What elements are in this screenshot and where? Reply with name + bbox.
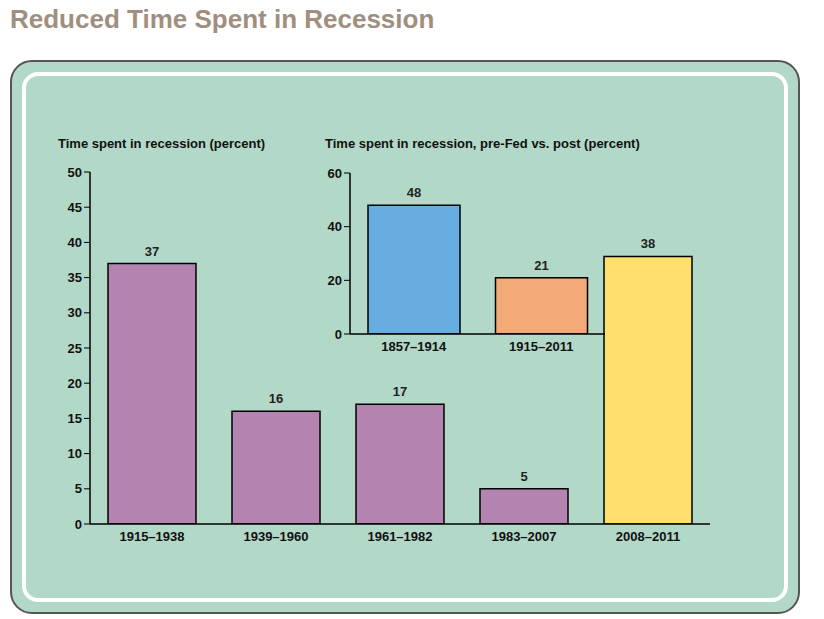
svg-text:10: 10 xyxy=(68,446,82,461)
svg-text:5: 5 xyxy=(75,481,82,496)
svg-text:17: 17 xyxy=(393,384,407,399)
svg-text:1961–1982: 1961–1982 xyxy=(367,529,432,544)
svg-text:1915–1938: 1915–1938 xyxy=(119,529,184,544)
svg-text:37: 37 xyxy=(145,244,159,259)
svg-text:1915–2011: 1915–2011 xyxy=(509,339,573,354)
svg-text:1983–2007: 1983–2007 xyxy=(491,529,556,544)
svg-text:35: 35 xyxy=(68,270,82,285)
svg-text:38: 38 xyxy=(641,236,655,251)
svg-text:16: 16 xyxy=(269,391,283,406)
svg-text:60: 60 xyxy=(328,166,342,181)
svg-text:48: 48 xyxy=(407,185,421,200)
svg-text:2008–2011: 2008–2011 xyxy=(616,529,680,544)
svg-text:45: 45 xyxy=(68,200,82,215)
html-text:Time spent in recession, pre-F: Time spent in recession, pre-Fed vs. pos… xyxy=(325,136,640,151)
svg-text:20: 20 xyxy=(68,376,82,391)
svg-text:1857–1914: 1857–1914 xyxy=(381,339,447,354)
svg-text:15: 15 xyxy=(68,411,82,426)
svg-text:40: 40 xyxy=(68,235,82,250)
html-text:Time spent in recession (perce: Time spent in recession (percent) xyxy=(58,136,266,151)
html-text:Reduced Time Spent in Recessio: Reduced Time Spent in Recession xyxy=(10,4,435,34)
svg-text:0: 0 xyxy=(335,327,342,342)
svg-text:20: 20 xyxy=(328,273,342,288)
svg-text:40: 40 xyxy=(328,219,342,234)
svg-text:21: 21 xyxy=(534,258,548,273)
svg-text:25: 25 xyxy=(68,341,82,356)
svg-text:30: 30 xyxy=(68,305,82,320)
svg-text:5: 5 xyxy=(520,469,527,484)
svg-text:0: 0 xyxy=(75,517,82,532)
svg-text:50: 50 xyxy=(68,165,82,180)
svg-text:1939–1960: 1939–1960 xyxy=(243,529,308,544)
